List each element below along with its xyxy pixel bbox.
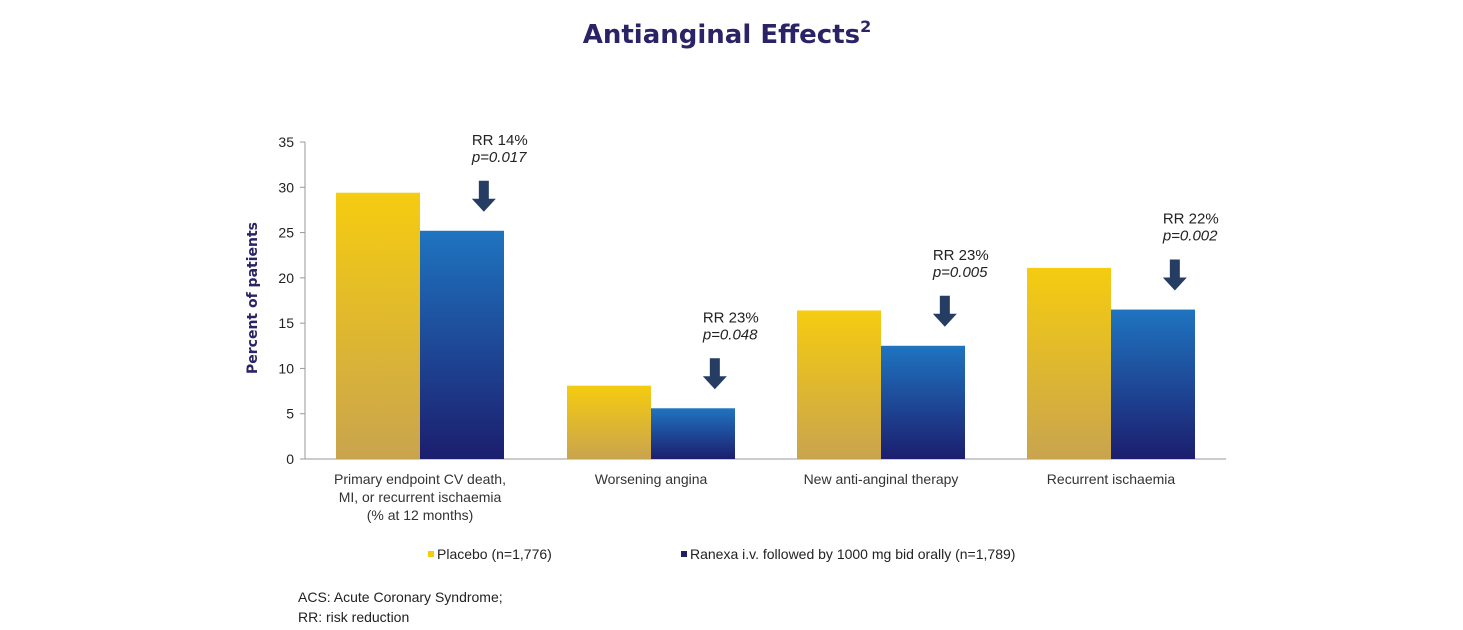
- bar-placebo-3: [1027, 267, 1111, 459]
- p-value-label: p=0.048: [702, 326, 758, 343]
- rr-arrow: [932, 295, 957, 327]
- footnotes: ACS: Acute Coronary Syndrome; RR: risk re…: [298, 589, 503, 625]
- x-category-label: New anti-anginal therapy: [804, 471, 959, 487]
- rr-label: RR 23%: [703, 309, 759, 326]
- bar-placebo-1: [567, 385, 651, 459]
- rr-label: RR 22%: [1163, 211, 1219, 228]
- y-tick-label: 0: [286, 451, 294, 467]
- y-tick-label: 5: [286, 406, 294, 422]
- legend-label-placebo: Placebo (n=1,776): [437, 546, 552, 562]
- y-tick-label: 30: [278, 179, 294, 195]
- y-tick-label: 15: [278, 315, 294, 331]
- legend: Placebo (n=1,776) Ranexa i.v. followed by…: [428, 546, 1015, 562]
- rr-label: RR 23%: [933, 247, 989, 264]
- y-tick-label: 25: [278, 225, 294, 241]
- p-value-label: p=0.017: [471, 149, 527, 166]
- bar-placebo-0: [336, 192, 420, 459]
- bar-ranexa-3: [1111, 309, 1195, 459]
- bar-ranexa-1: [651, 408, 735, 459]
- title-superscript: 2: [860, 17, 871, 36]
- bar-ranexa-2: [881, 345, 965, 459]
- plot-area: 0 5 10 15 20 25 30 35 Primary endpoint CV death,…: [278, 132, 1226, 523]
- legend-swatch-ranexa: [681, 551, 687, 557]
- x-category-label: Worsening angina: [595, 471, 708, 487]
- x-category-label: Recurrent ischaemia: [1047, 471, 1176, 487]
- y-tick-label: 10: [278, 360, 294, 376]
- rr-arrow: [702, 358, 727, 390]
- y-tick-label: 35: [278, 134, 294, 150]
- footnote-line: RR: risk reduction: [298, 609, 409, 625]
- y-tick-label: 20: [278, 270, 294, 286]
- legend-swatch-placebo: [428, 551, 434, 557]
- p-value-label: p=0.002: [1162, 228, 1218, 245]
- bar-placebo-2: [797, 310, 881, 459]
- x-category-label: Primary endpoint CV death, MI, or recurre…: [334, 471, 506, 523]
- rr-label: RR 14%: [472, 132, 528, 149]
- chart-title: Antianginal Effects2: [583, 17, 871, 50]
- bar-ranexa-0: [420, 230, 504, 459]
- legend-label-ranexa: Ranexa i.v. followed by 1000 mg bid oral…: [690, 546, 1015, 562]
- y-axis-label: Percent of patients: [245, 222, 261, 374]
- rr-arrow: [1162, 259, 1187, 291]
- p-value-label: p=0.005: [932, 264, 988, 281]
- rr-arrow: [471, 180, 496, 212]
- footnote-line: ACS: Acute Coronary Syndrome;: [298, 589, 503, 605]
